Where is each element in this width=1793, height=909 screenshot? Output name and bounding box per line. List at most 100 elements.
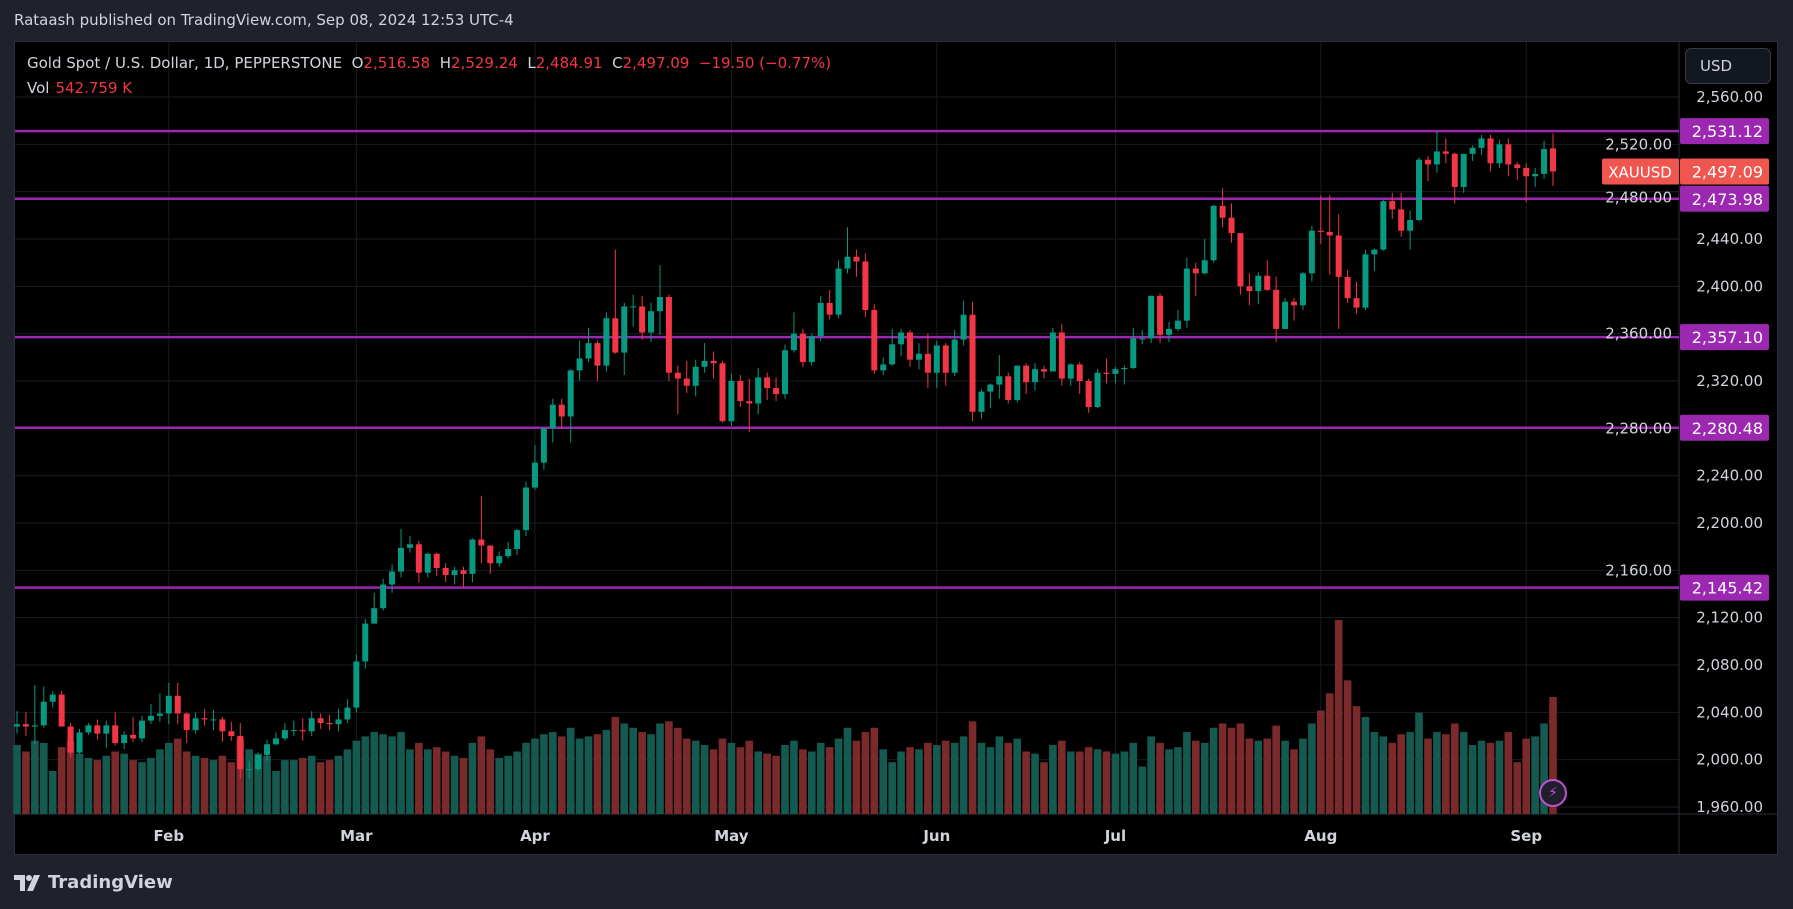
volume-bar [379,734,387,814]
volume-bar [1165,749,1173,814]
volume-bar [1245,738,1254,814]
chart-frame[interactable] [14,41,1778,855]
volume-bar [245,749,253,814]
candle-body [1362,254,1369,308]
candle-body [281,730,288,739]
candle-body [746,401,753,404]
candle-body [40,701,47,726]
volume-bar [941,740,950,814]
candle-body [1416,159,1423,221]
volume-label[interactable]: Vol [27,79,50,97]
candle-body [1273,289,1280,329]
candle-body [1067,364,1074,379]
candle-body [1201,260,1208,274]
candle-body [398,547,404,572]
candle-body [1514,164,1521,168]
volume-bar [1308,723,1316,814]
volume-bar [906,747,914,814]
candle-body [558,404,565,417]
volume-bar [1200,742,1209,814]
candle-body [871,310,878,371]
volume-bar [495,757,504,814]
candle-body [1103,372,1110,374]
candle-body [862,261,869,310]
candle-body [1023,365,1030,383]
volume-bar [522,742,530,814]
volume-bar [959,736,968,814]
candle-body [1040,369,1047,372]
candle-body [1299,273,1306,306]
tradingview-logo[interactable]: TradingView [14,872,173,893]
candle-body [665,296,672,373]
volume-bar [165,742,173,814]
candle-body [1389,201,1396,210]
candle-body [1058,332,1065,379]
candle-body [1523,168,1530,177]
candle-body [1460,153,1467,187]
price-tick-label: 2,040.00 [1696,703,1763,721]
price-tick-label: 2,440.00 [1696,230,1763,248]
candle-body [228,731,235,736]
candle-body [1014,365,1021,400]
volume-bar [1299,738,1307,814]
volume-bar [772,755,780,814]
price-tick-label: 2,400.00 [1696,277,1763,295]
volume-bar [102,755,111,814]
symbol-legend: Gold Spot / U.S. Dollar, 1D, PEPPERSTONE… [27,54,831,72]
volume-bar [1066,751,1075,814]
candle-body [1451,153,1458,187]
candle-body [237,736,244,770]
volume-bar [1361,716,1370,814]
level-price-label-bg [1680,574,1769,601]
volume-bar [254,753,262,814]
candle-body [898,332,905,345]
candle-body [630,306,637,308]
candle-body [1219,205,1226,218]
candle-body [505,549,512,557]
volume-value: 542.759 K [55,79,133,97]
candle-body [1228,217,1235,234]
volume-bar [1129,742,1138,814]
candle-body [335,719,342,725]
candle-body [76,732,83,753]
volume-bar [48,770,57,814]
lightning-icon[interactable]: ⚡ [1539,779,1567,807]
volume-bar [298,757,307,814]
time-tick-label: May [714,827,749,845]
volume-bar [566,727,575,814]
volume-bar [888,762,896,814]
candle-body [389,571,396,585]
volume-bar [263,755,271,814]
candle-body [996,376,1003,385]
candle-body [299,730,306,732]
volume-bar [191,755,200,814]
currency-button[interactable]: USD [1685,48,1771,84]
candle-body [1174,320,1181,329]
volume-bar [745,740,754,814]
volume-bar [638,732,646,814]
volume-bar [39,742,48,814]
volume-bar [763,753,771,814]
volume-bar [1040,762,1048,814]
symbol-title[interactable]: Gold Spot / U.S. Dollar, 1D, PEPPERSTONE [27,54,343,72]
volume-bar [1343,680,1352,814]
volume-bar [1334,619,1343,814]
candle-body [1496,144,1503,164]
volume-bar [415,742,423,814]
level-price-label: 2,531.12 [1692,122,1763,141]
last-price-label-bg [1680,158,1769,185]
candle-body [1335,235,1342,277]
candle-body [165,695,172,714]
candle-body [585,343,592,359]
volume-bar [656,723,664,814]
candle-body [1049,332,1056,372]
volume-bar [397,732,405,814]
level-price-label-bg [1680,118,1769,145]
volume-bar [1084,747,1093,814]
volume-bar [513,751,521,814]
volume-bar [924,742,932,814]
candle-body [978,391,985,412]
candle-body [567,370,574,417]
volume-bar [1093,749,1102,814]
